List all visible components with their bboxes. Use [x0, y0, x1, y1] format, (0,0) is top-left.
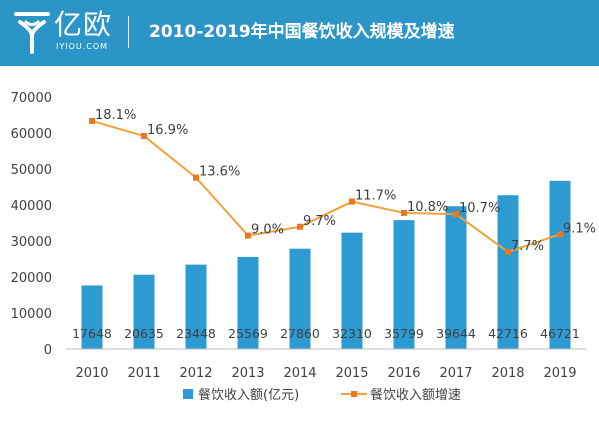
bar-value-label: 42716 [488, 326, 528, 341]
growth-marker [557, 231, 563, 238]
legend-line-label: 餐饮收入额增速 [370, 387, 461, 403]
x-tick-label: 2016 [387, 366, 420, 381]
x-axis: 2010 2011 2012 2013 2014 2015 2016 2017 2018 2019 [66, 348, 586, 381]
legend-line-marker [351, 391, 357, 397]
bar [549, 180, 571, 349]
bar-value-label: 39644 [436, 326, 476, 341]
bar-value-label: 20635 [124, 326, 164, 341]
bar [341, 232, 363, 349]
growth-value-label: 9.7% [303, 214, 336, 229]
growth-marker [349, 198, 355, 205]
bar [393, 220, 415, 349]
x-tick-label: 2010 [75, 366, 108, 381]
growth-marker [505, 248, 511, 255]
x-tick-label: 2015 [335, 366, 368, 381]
bar-value-label: 35799 [384, 326, 424, 341]
growth-value-label: 16.9% [147, 123, 188, 138]
yiou-logo-icon [14, 12, 50, 54]
bar [289, 248, 311, 349]
y-tick-label: 40000 [11, 199, 52, 214]
x-tick-label: 2011 [127, 366, 160, 381]
y-tick-label: 50000 [11, 163, 52, 178]
logo-text: 亿欧 [54, 8, 113, 41]
header-divider [128, 16, 129, 48]
y-tick-label: 30000 [11, 235, 52, 250]
legend: 餐饮收入额(亿元) 餐饮收入额增速 [183, 387, 461, 403]
bar-value-label: 46721 [540, 326, 580, 341]
x-tick-label: 2014 [283, 366, 316, 381]
growth-value-label: 9.1% [563, 221, 596, 236]
legend-bar-label: 餐饮收入额(亿元) [198, 387, 299, 403]
x-tick-label: 2019 [543, 366, 576, 381]
growth-value-label: 7.7% [511, 239, 544, 254]
y-axis: 0 10000 20000 30000 40000 50000 60000 70000 [11, 91, 52, 358]
header-bar: 亿欧 IYIOU.COM 2010-2019年中国餐饮收入规模及增速 [0, 0, 599, 66]
bar [237, 256, 259, 349]
logo-subtext: IYIOU.COM [56, 42, 109, 51]
bar-value-label: 32310 [332, 326, 372, 341]
growth-marker [245, 232, 251, 239]
y-tick-label: 10000 [11, 307, 52, 322]
y-tick-label: 70000 [11, 91, 52, 106]
page-title: 2010-2019年中国餐饮收入规模及增速 [149, 22, 455, 42]
legend-bar-swatch [183, 389, 193, 399]
growth-value-label: 11.7% [355, 189, 396, 204]
growth-marker [89, 117, 95, 124]
bar-value-label: 25569 [228, 326, 268, 341]
revenue-chart: 0 10000 20000 30000 40000 50000 60000 70000 176… [11, 91, 596, 403]
x-tick-label: 2012 [179, 366, 212, 381]
bar-value-label: 17648 [72, 326, 112, 341]
bar [133, 274, 155, 349]
growth-line-series: 18.1% 16.9% 13.6% 9.0% 9.7% 11.7% 10.8% 10.7% 7.… [89, 108, 596, 255]
growth-marker [453, 211, 459, 218]
y-tick-label: 20000 [11, 271, 52, 286]
y-tick-label: 60000 [11, 127, 52, 142]
x-tick-label: 2018 [491, 366, 524, 381]
growth-marker [401, 209, 407, 216]
bar-series [81, 180, 571, 349]
growth-marker [193, 174, 199, 181]
bar [185, 264, 207, 349]
x-tick-label: 2017 [439, 366, 472, 381]
bar-value-labels: 17648 20635 23448 25569 27860 32310 35799 39644… [72, 326, 580, 341]
bar-value-label: 23448 [176, 326, 216, 341]
bar [445, 206, 467, 349]
growth-line [91, 119, 561, 254]
bar [497, 195, 519, 349]
bar-value-label: 27860 [280, 326, 320, 341]
growth-value-label: 10.8% [407, 200, 448, 215]
growth-value-label: 18.1% [95, 108, 136, 123]
growth-value-label: 9.0% [251, 223, 284, 238]
growth-value-label: 10.7% [459, 201, 500, 216]
bar [81, 285, 103, 349]
x-tick-label: 2013 [231, 366, 264, 381]
growth-value-label: 13.6% [199, 165, 240, 180]
y-tick-label: 0 [44, 343, 52, 358]
growth-marker [141, 133, 147, 140]
growth-marker [297, 223, 303, 230]
